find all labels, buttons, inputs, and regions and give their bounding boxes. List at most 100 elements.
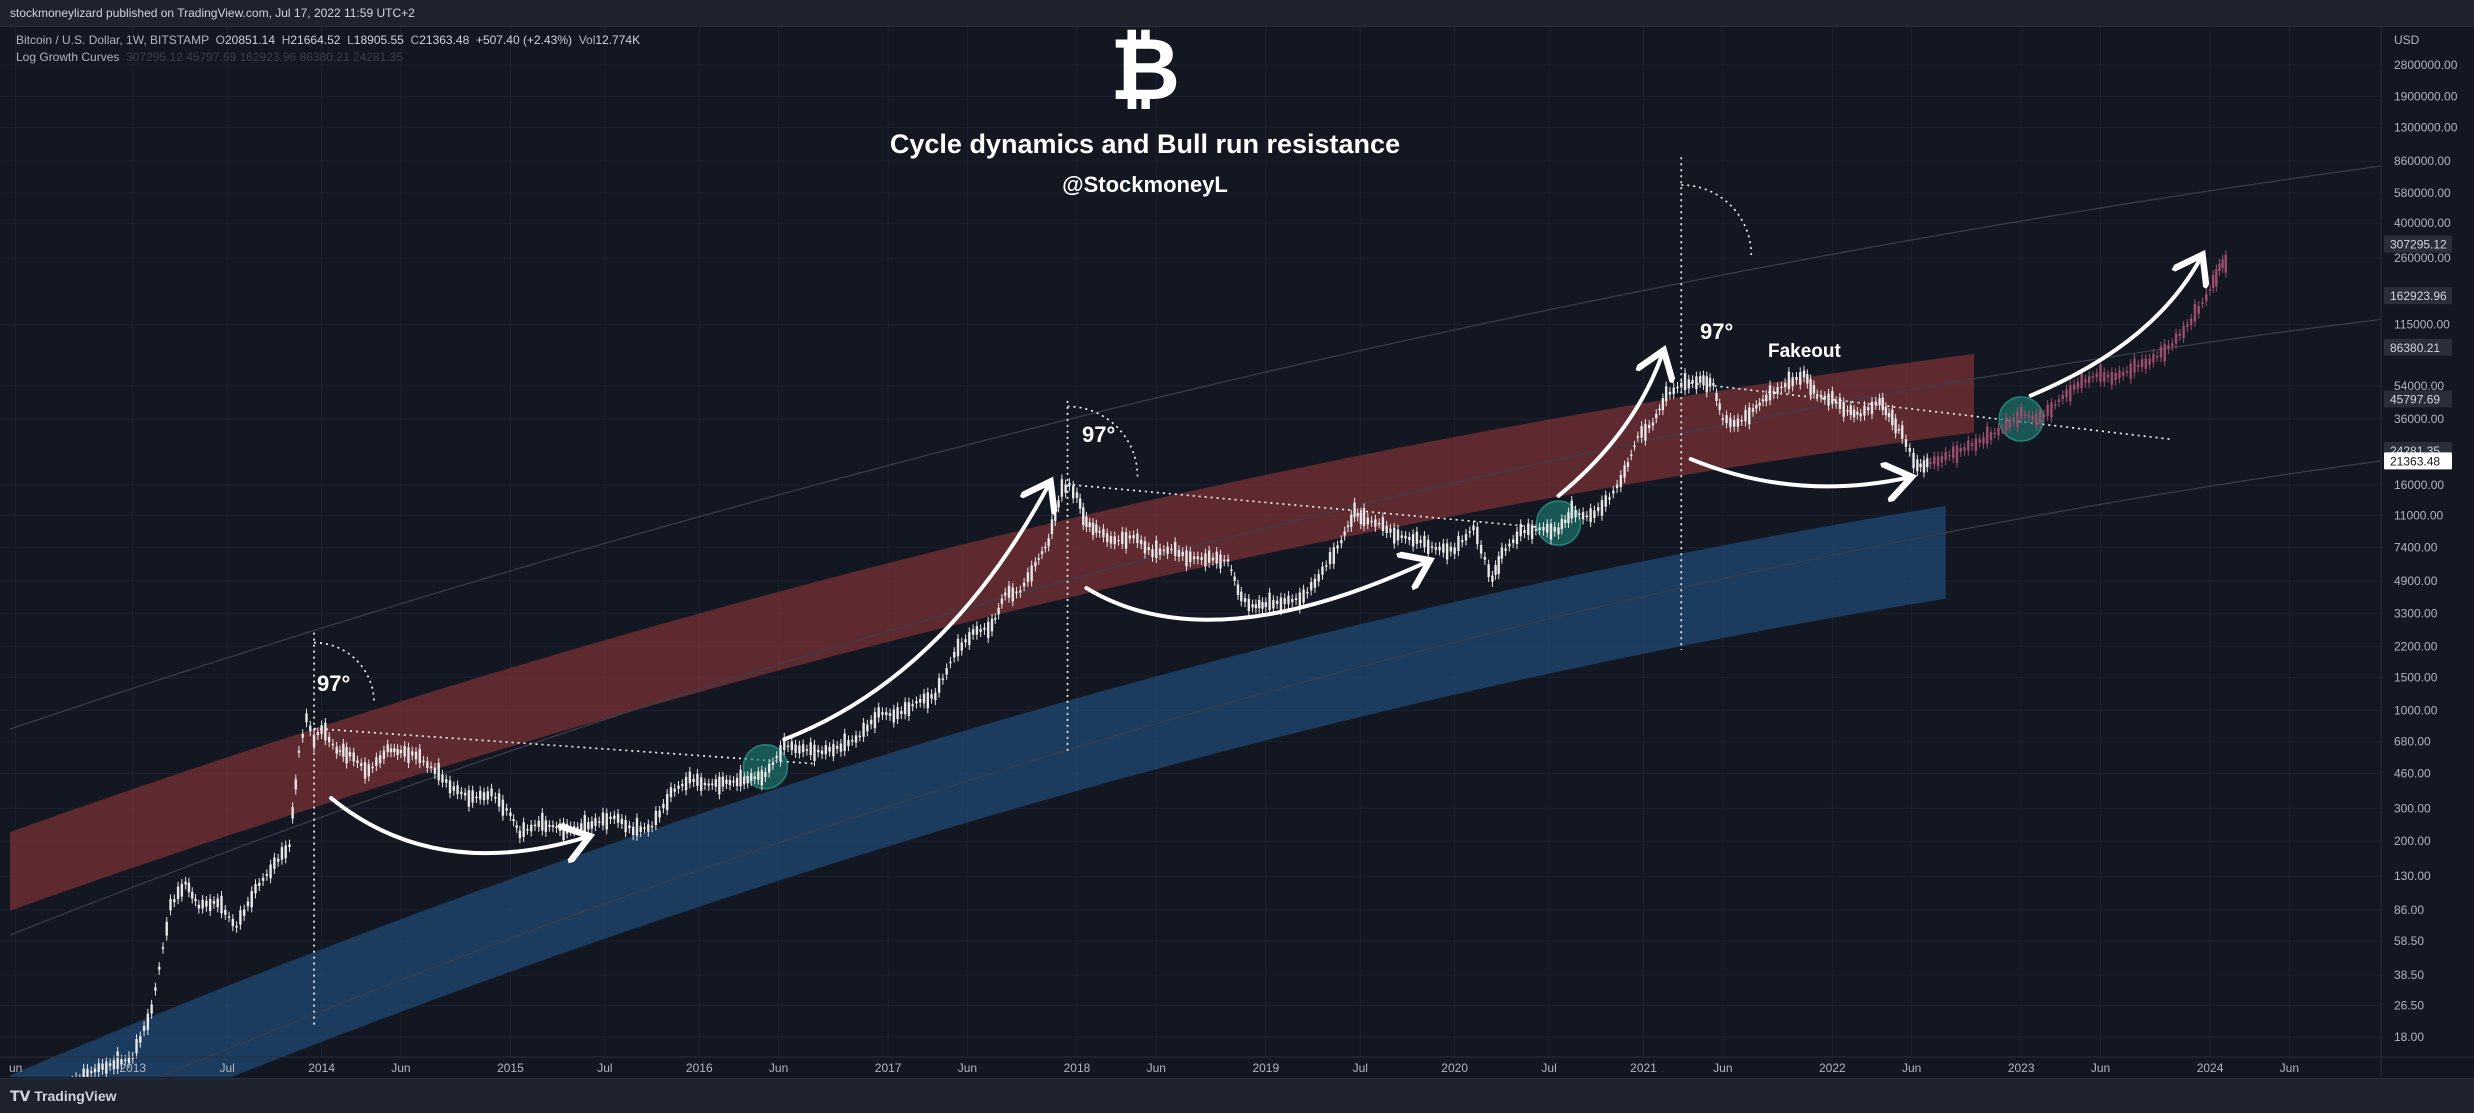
- candle-body: [1819, 394, 1823, 398]
- candle-body: [403, 745, 406, 757]
- candle-body: [335, 746, 338, 754]
- projection-candle-body: [2189, 318, 2193, 326]
- candle-body: [1362, 508, 1366, 526]
- candle-body: [1751, 408, 1755, 412]
- candle-body: [681, 783, 684, 787]
- candle-body: [1884, 406, 1888, 416]
- candle-body: [1633, 445, 1636, 448]
- candle-body: [456, 785, 459, 795]
- candle-body: [1799, 372, 1802, 385]
- candle-body: [101, 1063, 104, 1070]
- angle-label-2: 97°: [1082, 422, 1115, 447]
- candle-body: [605, 813, 608, 830]
- candle-body: [809, 742, 812, 756]
- author-handle: @StockmoneyL: [1062, 172, 1228, 197]
- projection-candle-body: [2167, 344, 2170, 349]
- projection-candle-body: [2023, 414, 2027, 417]
- candle-body: [1658, 408, 1661, 411]
- candle-body: [1449, 546, 1453, 552]
- candle-body: [1419, 540, 1422, 544]
- candle-body: [1396, 529, 1400, 541]
- candle-body: [396, 748, 399, 756]
- candle-body: [1264, 602, 1268, 608]
- candle-body: [721, 776, 725, 787]
- candle-body: [1389, 528, 1392, 533]
- candle-body: [790, 741, 794, 751]
- growth-curve: [73, 460, 2381, 1113]
- blue-growth-band: [10, 506, 1946, 1113]
- candle-body: [1236, 584, 1240, 595]
- candle-body: [662, 803, 665, 809]
- candle-body: [1204, 553, 1207, 567]
- price-tick-label: 260000.00: [2394, 251, 2451, 265]
- tradingview-logo[interactable]: 𝗧𝗩 TradingView: [10, 1088, 117, 1105]
- candle-body: [324, 722, 327, 741]
- price-tick-label: 26.50: [2394, 999, 2424, 1013]
- indicator-name[interactable]: Log Growth Curves: [16, 50, 120, 64]
- candle-body: [1712, 383, 1715, 386]
- angle-label-1: 97°: [317, 671, 350, 696]
- candle-body: [437, 762, 440, 781]
- time-tick-label: Jun: [769, 1061, 788, 1075]
- candle-body: [987, 621, 990, 638]
- candle-body: [990, 618, 994, 632]
- candle-body: [530, 824, 533, 832]
- price-badge: [2384, 338, 2452, 356]
- candle-body: [718, 776, 721, 795]
- candle-body: [1563, 519, 1567, 523]
- candle-body: [767, 763, 771, 773]
- projection-candle-body: [1989, 432, 1993, 440]
- candle-body: [794, 744, 797, 753]
- bitcoin-logo: ₿: [1110, 27, 1180, 118]
- candle-body: [1780, 386, 1783, 389]
- price-axis[interactable]: 2800000.00 1900000.00 1300000.00 860000.00 5…: [2380, 27, 2458, 1077]
- candle-body: [352, 752, 355, 762]
- candle-body: [1243, 597, 1247, 603]
- indicator-legend[interactable]: Log Growth Curves 307295.12 45797.69 162…: [16, 50, 403, 64]
- candle-body: [569, 826, 572, 831]
- candle-body: [97, 1063, 100, 1072]
- volume-value: 12.774K: [595, 33, 641, 47]
- candle-body: [956, 638, 960, 657]
- candle-body: [580, 823, 583, 832]
- candle-body: [1007, 585, 1011, 598]
- candle-body: [1381, 517, 1385, 531]
- angle-arc: [1067, 405, 1139, 477]
- candle-body: [1261, 602, 1264, 609]
- price-tick-label: 400000.00: [2394, 216, 2451, 230]
- candle-body: [997, 607, 1000, 615]
- candle-body: [1415, 531, 1419, 544]
- candle-body: [1560, 519, 1564, 530]
- chart-pane[interactable]: 2800000.00 1900000.00 1300000.00 860000.00 5…: [0, 22, 2474, 1113]
- candle-body: [441, 774, 444, 783]
- candle-body: [1268, 592, 1271, 611]
- time-tick-label: 2013: [119, 1061, 146, 1075]
- candle-body: [429, 766, 433, 768]
- time-axis[interactable]: un 2013 Jul 2014 Jun 2015 Jul 2016 Jun 2017 Jun 201…: [0, 1056, 2474, 1075]
- candle-body: [735, 777, 739, 787]
- projection-candle-body: [2106, 374, 2110, 378]
- time-tick-label: Jun: [391, 1061, 410, 1075]
- candle-body: [512, 819, 515, 822]
- candle-body: [1468, 531, 1471, 533]
- projection-candle-body: [2084, 379, 2087, 383]
- candle-body: [597, 821, 601, 823]
- candle-body: [949, 661, 952, 664]
- candle-body: [828, 746, 831, 752]
- candle-body: [1849, 405, 1852, 416]
- price-chart[interactable]: 2800000.00 1900000.00 1300000.00 860000.00 5…: [0, 22, 2474, 1113]
- price-tick-label: 300.00: [2394, 801, 2431, 815]
- projection-candle-body: [2008, 420, 2012, 428]
- projection-candle-body: [2125, 370, 2129, 373]
- projection-candle-body: [2080, 373, 2083, 389]
- candle-body: [1393, 527, 1396, 544]
- candle-body: [338, 750, 342, 752]
- volume-label: Vol: [578, 33, 596, 47]
- candle-body: [922, 693, 926, 704]
- price-tick-label: 680.00: [2394, 735, 2431, 749]
- candle-body: [1578, 513, 1581, 515]
- projection-candle-body: [2065, 389, 2068, 398]
- projection-candle-body: [1993, 432, 1996, 435]
- candle-body: [1538, 527, 1541, 530]
- candle-body: [1702, 375, 1705, 385]
